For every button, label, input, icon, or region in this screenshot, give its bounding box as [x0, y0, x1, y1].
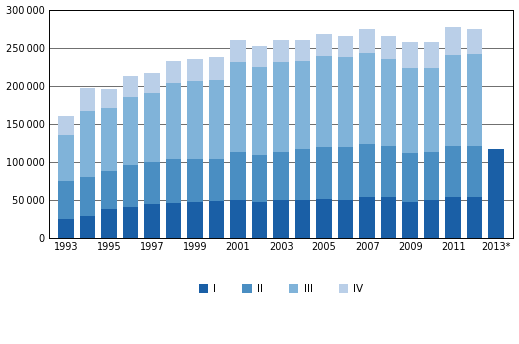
Bar	[317, 199, 332, 238]
Bar	[274, 40, 289, 62]
Bar	[381, 59, 397, 146]
Bar	[252, 202, 267, 238]
Bar	[101, 171, 117, 209]
Bar	[317, 147, 332, 199]
Bar	[230, 62, 246, 152]
Bar	[209, 80, 224, 159]
Bar	[80, 216, 95, 238]
Bar	[166, 83, 181, 159]
Bar	[58, 135, 74, 181]
Bar	[424, 68, 440, 152]
Bar	[122, 165, 138, 207]
Bar	[295, 61, 310, 149]
Bar	[252, 67, 267, 155]
Bar	[445, 27, 461, 55]
Bar	[274, 152, 289, 200]
Bar	[359, 29, 375, 53]
Bar	[101, 108, 117, 171]
Bar	[252, 155, 267, 202]
Bar	[402, 42, 418, 68]
Bar	[230, 40, 246, 62]
Bar	[402, 68, 418, 153]
Bar	[187, 159, 203, 202]
Bar	[166, 203, 181, 238]
Bar	[144, 73, 160, 93]
Legend: I, II, III, IV: I, II, III, IV	[199, 284, 363, 294]
Bar	[101, 209, 117, 238]
Bar	[80, 177, 95, 216]
Bar	[80, 88, 95, 111]
Bar	[274, 62, 289, 152]
Bar	[209, 57, 224, 80]
Bar	[122, 76, 138, 97]
Bar	[467, 146, 483, 197]
Bar	[424, 42, 440, 68]
Bar	[187, 202, 203, 238]
Bar	[144, 93, 160, 162]
Bar	[209, 159, 224, 201]
Bar	[338, 36, 353, 57]
Bar	[424, 201, 440, 238]
Bar	[252, 46, 267, 67]
Bar	[187, 81, 203, 159]
Bar	[144, 204, 160, 238]
Bar	[187, 59, 203, 81]
Bar	[338, 57, 353, 147]
Bar	[338, 147, 353, 200]
Bar	[359, 144, 375, 197]
Bar	[101, 89, 117, 108]
Bar	[80, 111, 95, 177]
Bar	[445, 197, 461, 238]
Bar	[488, 149, 504, 238]
Bar	[445, 147, 461, 197]
Bar	[230, 152, 246, 200]
Bar	[58, 219, 74, 238]
Bar	[295, 149, 310, 200]
Bar	[274, 200, 289, 238]
Bar	[381, 146, 397, 197]
Bar	[402, 202, 418, 238]
Bar	[467, 54, 483, 146]
Bar	[381, 197, 397, 238]
Bar	[58, 181, 74, 219]
Bar	[424, 152, 440, 201]
Bar	[58, 116, 74, 135]
Bar	[230, 200, 246, 238]
Bar	[467, 197, 483, 238]
Bar	[209, 201, 224, 238]
Bar	[317, 34, 332, 56]
Bar	[295, 200, 310, 238]
Bar	[359, 53, 375, 144]
Bar	[144, 162, 160, 204]
Bar	[359, 197, 375, 238]
Bar	[122, 97, 138, 165]
Bar	[166, 159, 181, 203]
Bar	[295, 40, 310, 61]
Bar	[122, 207, 138, 238]
Bar	[317, 56, 332, 147]
Bar	[166, 61, 181, 83]
Bar	[338, 200, 353, 238]
Bar	[381, 36, 397, 59]
Bar	[445, 55, 461, 147]
Bar	[402, 153, 418, 202]
Bar	[467, 29, 483, 54]
